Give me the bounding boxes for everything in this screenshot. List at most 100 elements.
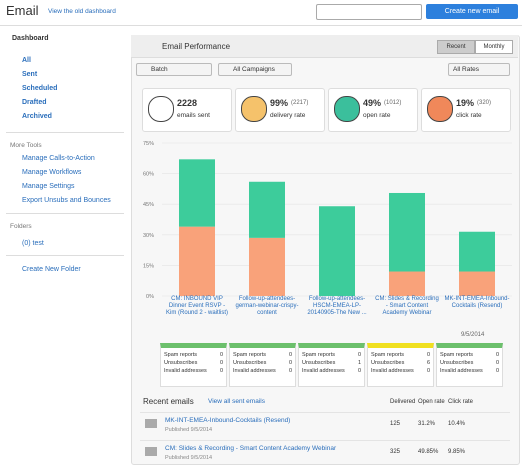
- date-label: 9/5/2014: [461, 332, 485, 338]
- stat-icon: [427, 96, 453, 122]
- open-rate: 31.2%: [418, 421, 436, 427]
- tool-link[interactable]: Manage Workflows: [22, 169, 82, 176]
- open-rate: 49.85%: [418, 449, 439, 455]
- x-tick-label[interactable]: CM: Slides & Recording - Smart Content A…: [375, 296, 439, 316]
- spam-label: Spam reports: [233, 352, 267, 358]
- nav-item[interactable]: Sent: [22, 71, 38, 78]
- divider: [0, 25, 522, 26]
- spam-label: Spam reports: [164, 352, 198, 358]
- folder-link[interactable]: (0) test: [22, 240, 44, 247]
- spam-row: Spam reports 0: [299, 351, 364, 359]
- tool-link[interactable]: Manage Calls-to-Action: [22, 155, 95, 162]
- nav-item[interactable]: Archived: [22, 113, 52, 120]
- spam-label: Spam reports: [302, 352, 336, 358]
- email-icon: [145, 447, 157, 456]
- bar-segment: [459, 231, 495, 272]
- delivered: 125: [390, 421, 401, 427]
- stat-box: [235, 88, 325, 132]
- spam-row: Spam reports 0: [161, 351, 226, 359]
- view-all-link[interactable]: View all sent emails: [208, 398, 265, 405]
- stat-icon: [334, 96, 360, 122]
- x-tick-label[interactable]: MK-INT-EMEA-Inbound-Cocktails (Resend): [444, 296, 510, 309]
- tool-link[interactable]: Export Unsubs and Bounces: [22, 197, 111, 204]
- recent-title: Recent emails: [143, 397, 194, 406]
- spam-row: Spam reports 0: [368, 351, 433, 359]
- spam-value: 0: [495, 360, 499, 366]
- stat-value: 19%: [456, 98, 475, 108]
- spam-row: Spam reports 0: [230, 351, 295, 359]
- spam-label: Unsubscribes: [440, 360, 474, 366]
- spam-row: Spam reports 0: [437, 351, 502, 359]
- x-tick-label[interactable]: CM: INBOUND VIP Dinner Event RSVP - Kim …: [165, 296, 228, 316]
- spam-box: Spam reports 0 Unsubscribes 6 Invalid addres…: [367, 343, 434, 387]
- bar-segment: [459, 271, 495, 296]
- batch-select[interactable]: Batch: [136, 63, 212, 76]
- spam-row: Invalid addresses 0: [437, 367, 502, 375]
- nav-item[interactable]: All: [22, 57, 31, 64]
- spam-value: 0: [495, 368, 499, 374]
- bar-segment: [249, 237, 285, 296]
- stat-icon: [148, 96, 174, 122]
- stat-count: (1012): [384, 100, 402, 106]
- y-tick-label: 75%: [143, 141, 154, 147]
- panel-title: Email Performance: [162, 42, 231, 51]
- y-tick-label: 60%: [143, 172, 154, 178]
- email-name[interactable]: MK-INT-EMEA-Inbound-Cocktails (Resend): [165, 417, 291, 424]
- spam-row: Unsubscribes 6: [368, 359, 433, 367]
- y-tick-label: 0%: [146, 294, 154, 300]
- divider: [6, 132, 124, 133]
- email-published: Published 9/5/2014: [165, 427, 213, 433]
- column-header: Open rate: [418, 399, 445, 405]
- spam-label: Invalid addresses: [440, 368, 483, 374]
- spam-row: Unsubscribes 0: [161, 359, 226, 367]
- x-tick-label[interactable]: Follow-up-attendees-HSCM-EMEA-LP-2014090…: [307, 296, 367, 316]
- stat-value: 49%: [363, 98, 382, 108]
- spam-value: 0: [288, 368, 292, 374]
- stat-count: (2217): [291, 100, 309, 106]
- tool-link[interactable]: Manage Settings: [22, 183, 75, 190]
- stat-label: delivery rate: [270, 112, 306, 119]
- spam-value: 0: [426, 368, 430, 374]
- email-name[interactable]: CM: Slides & Recording - Smart Content A…: [165, 445, 337, 452]
- section-label: More Tools: [10, 142, 42, 149]
- x-tick-label[interactable]: Follow-up-attendees-german-webinar-crisp…: [235, 296, 299, 316]
- tab-recent[interactable]: Recent: [437, 40, 475, 54]
- delivered: 325: [390, 449, 401, 455]
- spam-row: Invalid addresses 0: [299, 367, 364, 375]
- spam-value: 0: [357, 352, 361, 358]
- spam-box: Spam reports 0 Unsubscribes 1 Invalid addres…: [298, 343, 365, 387]
- y-tick-label: 15%: [143, 263, 154, 269]
- nav-item[interactable]: Scheduled: [22, 85, 58, 92]
- column-header: Delivered: [390, 399, 416, 405]
- stat-value: 2228: [177, 98, 198, 108]
- search-box[interactable]: [316, 4, 422, 20]
- divider: [140, 440, 510, 441]
- spam-label: Invalid addresses: [164, 368, 207, 374]
- nav-dashboard[interactable]: Dashboard: [12, 35, 49, 42]
- spam-box: Spam reports 0 Unsubscribes 0 Invalid addres…: [229, 343, 296, 387]
- old-dashboard-link[interactable]: View the old dashboard: [48, 8, 116, 15]
- spam-value: 0: [357, 368, 361, 374]
- nav-item[interactable]: Drafted: [22, 99, 47, 106]
- campaign-select[interactable]: All Campaigns: [218, 63, 292, 76]
- stat-label: click rate: [456, 112, 482, 119]
- bar-segment: [319, 206, 355, 296]
- click-rate: 10.4%: [448, 421, 466, 427]
- spam-value: 0: [426, 352, 430, 358]
- bar-segment: [249, 181, 285, 238]
- column-header: Click rate: [448, 399, 474, 405]
- create-button[interactable]: Create new email: [426, 4, 518, 19]
- page-title: Email: [6, 3, 39, 18]
- rates-select[interactable]: All Rates: [448, 63, 510, 76]
- stat-count: (320): [477, 100, 492, 106]
- spam-value: 6: [426, 360, 430, 366]
- tab-monthly[interactable]: Monthly: [475, 40, 513, 54]
- new-folder-link[interactable]: Create New Folder: [22, 266, 81, 273]
- bar-segment: [389, 271, 425, 296]
- spam-label: Unsubscribes: [164, 360, 198, 366]
- email-icon: [145, 419, 157, 428]
- spam-label: Invalid addresses: [233, 368, 276, 374]
- chart: 0% 15% 30% 45% 60% 75%: [143, 141, 512, 300]
- spam-value: 0: [219, 368, 223, 374]
- spam-value: 0: [495, 352, 499, 358]
